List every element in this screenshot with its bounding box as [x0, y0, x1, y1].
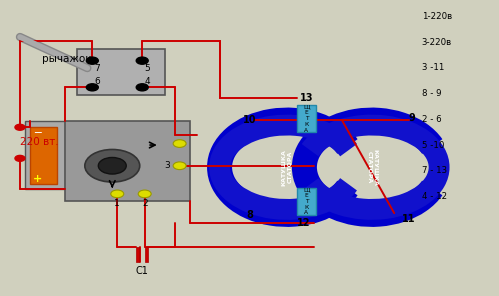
- Circle shape: [173, 140, 186, 147]
- Text: 3: 3: [164, 161, 170, 170]
- Text: Щ
Е
Т
К
А: Щ Е Т К А: [303, 187, 310, 215]
- Bar: [30, 127, 57, 184]
- Text: 9: 9: [408, 113, 415, 123]
- Bar: [136, 247, 139, 262]
- Bar: [297, 188, 316, 215]
- Circle shape: [136, 57, 148, 64]
- Circle shape: [15, 124, 25, 130]
- Text: КАТУШКА
СТАТОРА: КАТУШКА СТАТОРА: [281, 149, 292, 186]
- Text: 1-220в: 1-220в: [422, 12, 452, 21]
- Text: 6: 6: [94, 77, 100, 86]
- Text: 1: 1: [114, 199, 120, 208]
- Circle shape: [98, 157, 126, 174]
- Text: КАТУШКА
СТАТОРА: КАТУШКА СТАТОРА: [366, 149, 377, 186]
- Text: 5 -10: 5 -10: [422, 141, 444, 149]
- Text: 220 вт.: 220 вт.: [20, 137, 58, 147]
- Text: C1: C1: [136, 266, 149, 276]
- Text: 3 -11: 3 -11: [422, 63, 444, 72]
- Text: 5: 5: [144, 64, 150, 73]
- Text: рычажок: рычажок: [42, 54, 92, 64]
- Circle shape: [86, 84, 98, 91]
- Bar: [77, 49, 165, 95]
- Circle shape: [138, 190, 151, 198]
- Circle shape: [15, 155, 25, 161]
- Text: 2 - 6: 2 - 6: [422, 115, 441, 124]
- Text: 7: 7: [94, 64, 100, 73]
- Text: 4: 4: [144, 77, 150, 86]
- Text: 10: 10: [243, 115, 256, 125]
- Text: 7 - 13: 7 - 13: [422, 166, 447, 175]
- Bar: [65, 121, 190, 201]
- Circle shape: [111, 190, 124, 198]
- Text: ─: ─: [34, 127, 41, 137]
- Bar: [25, 121, 65, 189]
- Circle shape: [86, 57, 98, 64]
- Text: 8: 8: [246, 210, 253, 220]
- Text: 3-220в: 3-220в: [422, 38, 452, 46]
- Text: +: +: [33, 174, 42, 184]
- Circle shape: [136, 84, 148, 91]
- Bar: [297, 105, 316, 132]
- Circle shape: [173, 162, 186, 170]
- Text: 11: 11: [402, 214, 416, 224]
- Text: 8 - 9: 8 - 9: [422, 89, 441, 98]
- Bar: [145, 247, 148, 262]
- Text: 13: 13: [299, 93, 313, 103]
- Text: 4 - 12: 4 - 12: [422, 192, 447, 201]
- Text: 2: 2: [142, 199, 148, 208]
- Text: Щ
Е
Т
К
А: Щ Е Т К А: [303, 104, 310, 133]
- Text: 12: 12: [296, 218, 310, 229]
- Circle shape: [85, 149, 140, 182]
